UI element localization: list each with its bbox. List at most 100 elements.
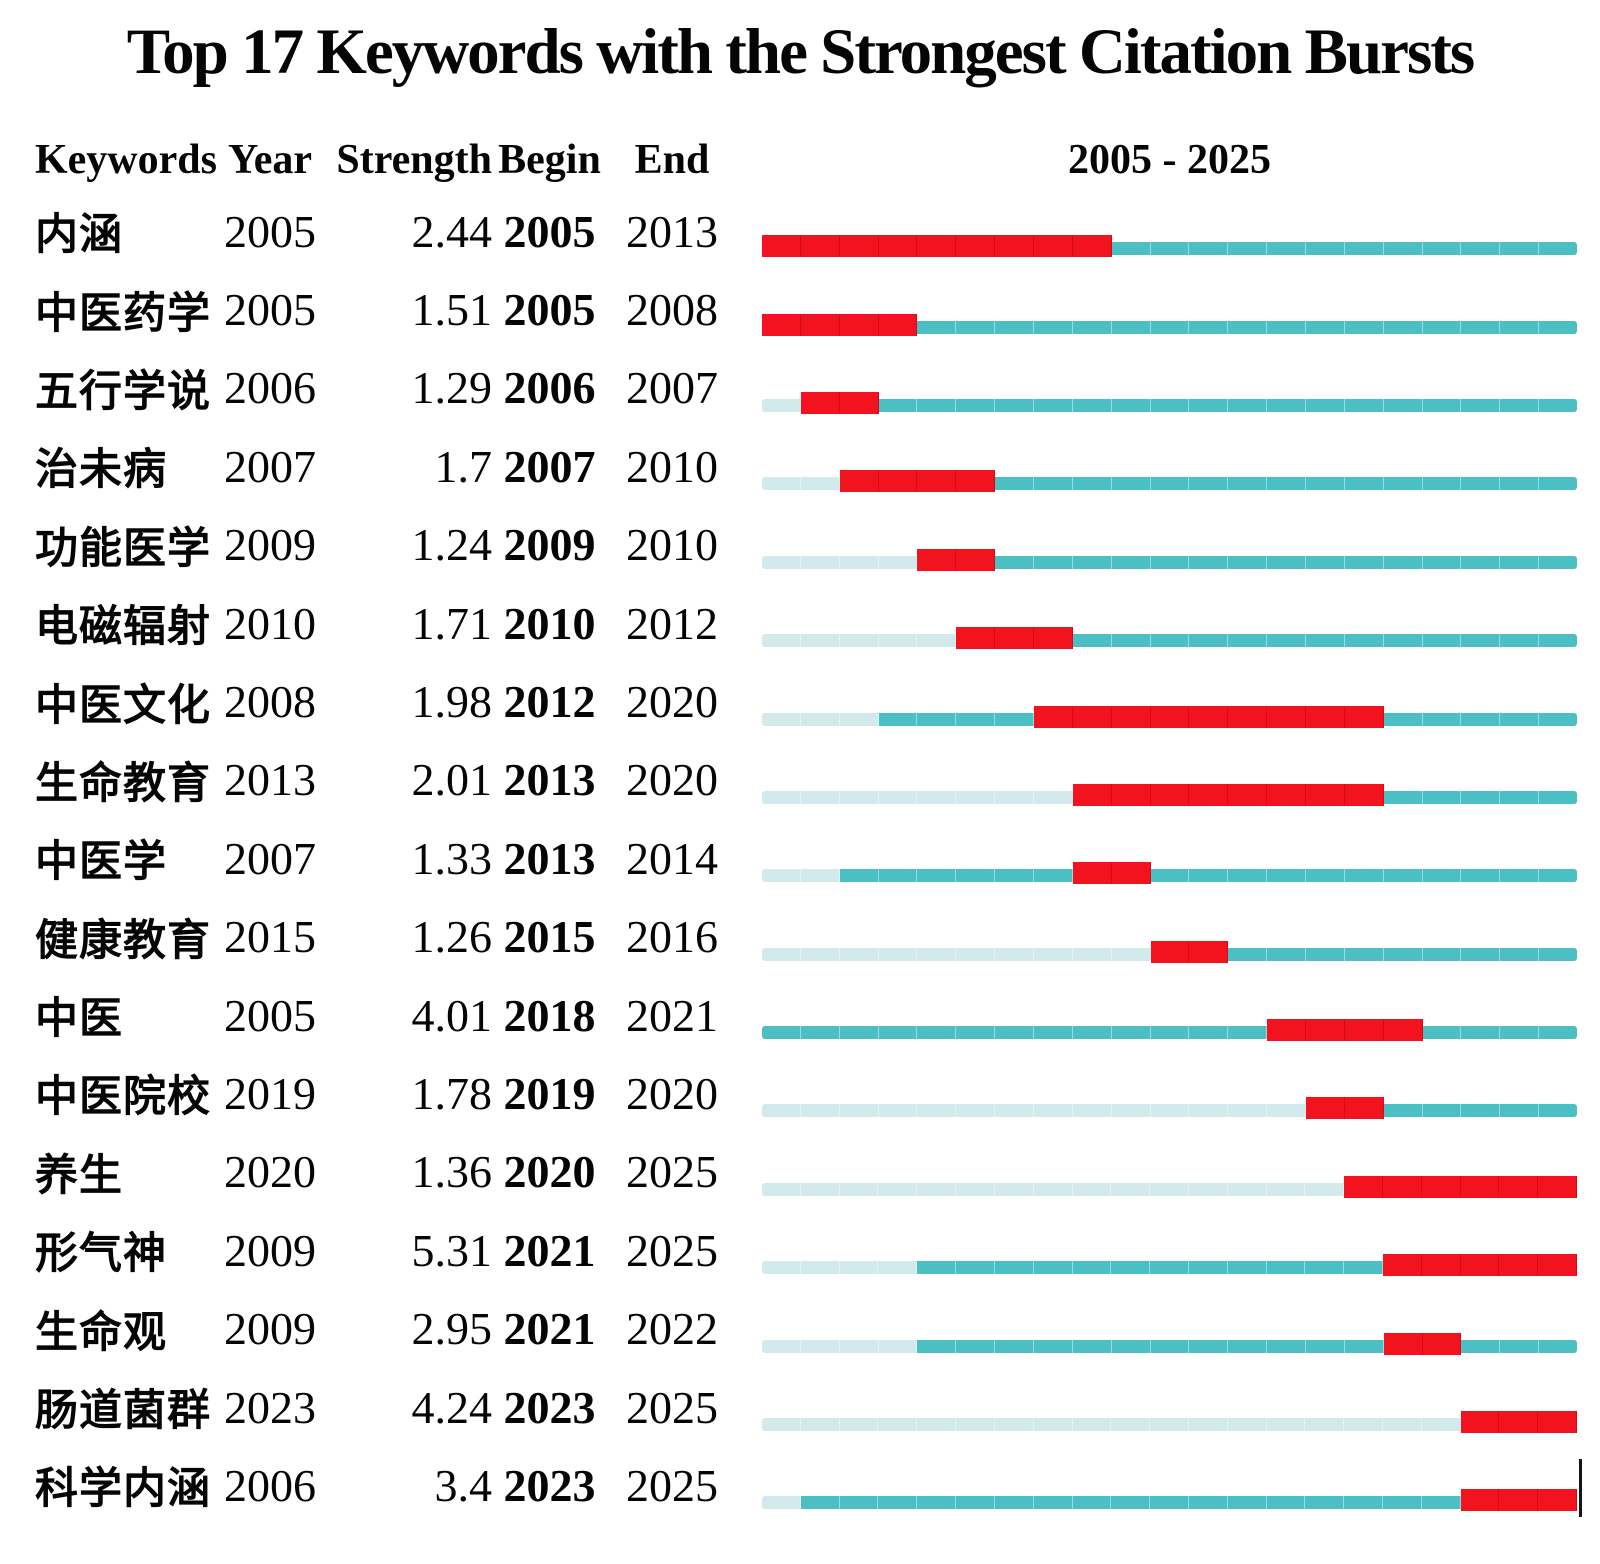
year-segment-2016	[1189, 1104, 1229, 1118]
year-segment-2021	[1383, 477, 1423, 491]
year-segment-2017	[1228, 783, 1268, 806]
burst-timeline-bar	[762, 233, 1578, 258]
burst-timeline-bar	[762, 1017, 1578, 1042]
strength-value: 2.01	[411, 754, 493, 806]
end-value: 2025	[626, 1459, 718, 1511]
year-segment-2008	[878, 790, 918, 804]
year-segment-2009	[917, 235, 957, 258]
year-segment-2012	[1034, 1104, 1073, 1118]
year-segment-2021	[1383, 869, 1423, 883]
year-segment-2014	[1111, 477, 1151, 491]
year-segment-2009	[917, 1261, 957, 1275]
year-segment-2019	[1306, 242, 1345, 256]
table-row: 科学内涵 2006 3.4 2023 2025	[0, 1446, 1600, 1524]
year-segment-2022	[1421, 1254, 1461, 1277]
year-segment-2018	[1266, 1182, 1306, 1196]
year-segment-2014	[1111, 1339, 1151, 1353]
strength-value: 1.36	[411, 1146, 493, 1198]
year-segment-2010	[956, 1418, 995, 1432]
year-segment-2016	[1188, 1496, 1228, 1510]
begin-value: 2015	[503, 911, 596, 963]
year-segment-2014	[1111, 783, 1151, 806]
year-segment-2021	[1383, 634, 1423, 648]
year-segment-2014	[1111, 1496, 1151, 1510]
year-segment-2020	[1344, 242, 1384, 256]
year-segment-2006	[800, 555, 840, 569]
year-segment-2025	[1539, 555, 1578, 569]
burst-timeline-bar	[762, 1409, 1578, 1434]
year-segment-2016	[1189, 555, 1229, 569]
year-segment-2010	[956, 1339, 996, 1353]
year-segment-2022	[1422, 712, 1462, 726]
year-segment-2007	[839, 634, 879, 648]
year-segment-2013	[1072, 320, 1112, 334]
begin-value: 2020	[503, 1146, 596, 1198]
burst-timeline-bar	[762, 860, 1578, 885]
end-value: 2025	[626, 1224, 718, 1276]
keyword-label: 形气神	[35, 1230, 167, 1279]
year-value: 2019	[224, 1067, 316, 1119]
year-segment-2006	[800, 313, 840, 336]
year-segment-2007	[839, 391, 879, 414]
year-value: 2005	[224, 989, 316, 1041]
year-segment-2016	[1189, 477, 1229, 491]
strength-value: 1.78	[411, 1067, 493, 1119]
year-segment-2025	[1539, 790, 1578, 804]
year-segment-2023	[1461, 1104, 1501, 1118]
year-segment-2023	[1461, 555, 1501, 569]
year-segment-2014	[1111, 1104, 1151, 1118]
year-segment-2018	[1267, 634, 1307, 648]
end-value: 2010	[626, 440, 718, 492]
year-segment-2021	[1383, 1104, 1423, 1118]
burst-timeline-bar	[762, 704, 1578, 728]
strength-value: 1.7	[434, 440, 493, 492]
year-segment-2010	[956, 1182, 995, 1196]
year-segment-2010	[956, 398, 996, 412]
year-segment-2011	[995, 235, 1035, 258]
year-segment-2013	[1072, 1026, 1112, 1040]
year-segment-2024	[1500, 320, 1540, 334]
year-value: 2009	[224, 1303, 316, 1355]
year-segment-2022	[1422, 869, 1462, 883]
year-segment-2018	[1267, 1104, 1307, 1118]
year-segment-2020	[1344, 320, 1384, 334]
year-segment-2008	[878, 1104, 918, 1118]
year-segment-2020	[1344, 1019, 1384, 1042]
year-segment-2012	[1034, 869, 1073, 883]
end-value: 2025	[626, 1146, 718, 1198]
year-segment-2017	[1227, 1261, 1267, 1275]
begin-value: 2009	[503, 519, 596, 571]
year-segment-2011	[995, 1104, 1035, 1118]
year-segment-2017	[1228, 705, 1268, 728]
year-segment-2018	[1267, 705, 1307, 728]
year-segment-2012	[1034, 1339, 1073, 1353]
year-segment-2008	[878, 313, 918, 336]
page-title: Top 17 Keywords with the Strongest Citat…	[126, 16, 1475, 88]
year-segment-2012	[1034, 235, 1073, 258]
year-segment-2005	[762, 1339, 801, 1353]
year-segment-2024	[1500, 555, 1540, 569]
year-segment-2017	[1228, 320, 1268, 334]
year-value: 2006	[224, 1459, 316, 1511]
year-segment-2012	[1033, 1261, 1073, 1275]
strength-value: 4.24	[411, 1381, 493, 1433]
year-value: 2013	[224, 754, 316, 806]
year-segment-2008	[878, 1261, 918, 1275]
table-header: Keywords Year Strength Begin End 2005 - …	[0, 136, 1600, 184]
year-segment-2005	[762, 1182, 801, 1196]
year-segment-2018	[1267, 783, 1307, 806]
year-segment-2025	[1538, 1489, 1578, 1512]
year-segment-2019	[1306, 320, 1345, 334]
year-segment-2009	[917, 1026, 957, 1040]
year-segment-2020	[1344, 1097, 1384, 1120]
year-segment-2023	[1460, 1254, 1500, 1277]
year-segment-2011	[994, 1496, 1034, 1510]
year-segment-2020	[1344, 1339, 1384, 1353]
year-segment-2014	[1111, 705, 1151, 728]
table-row: 内涵 2005 2.44 2005 2013	[0, 192, 1600, 270]
year-segment-2014	[1111, 1418, 1151, 1432]
strength-value: 4.01	[411, 989, 493, 1041]
year-segment-2021	[1383, 1332, 1423, 1355]
year-segment-2016	[1189, 320, 1229, 334]
year-segment-2010	[956, 548, 996, 571]
